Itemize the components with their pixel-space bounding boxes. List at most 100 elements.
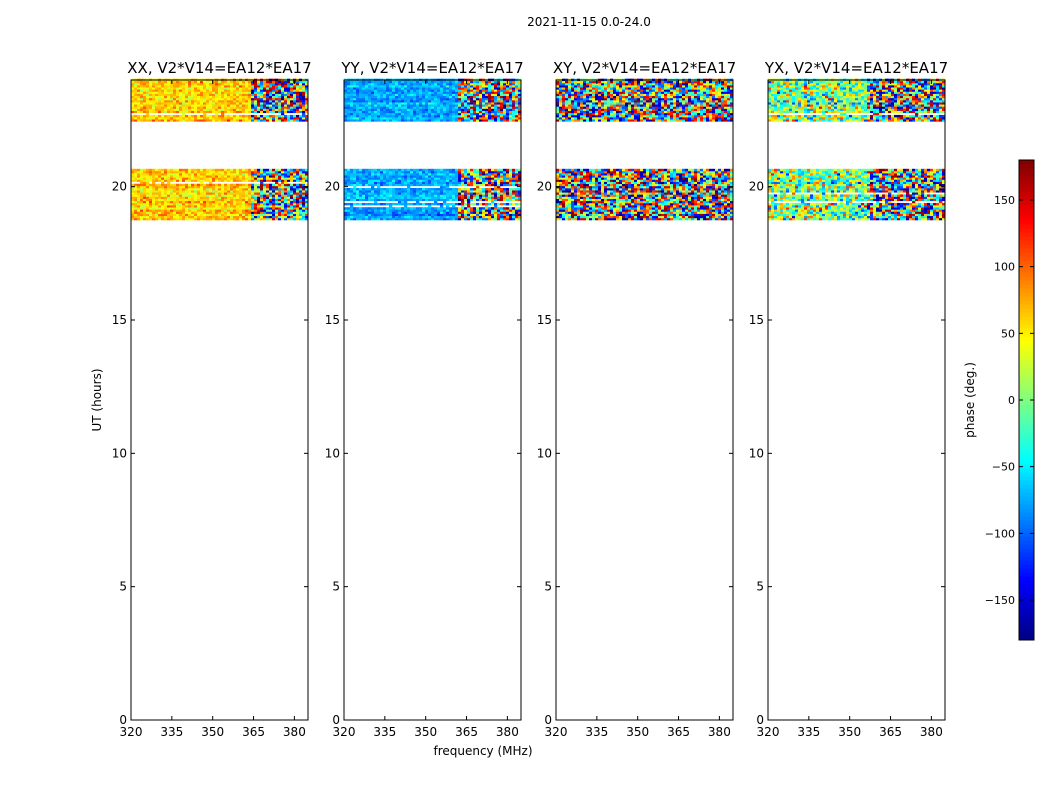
heatmap-cell — [458, 173, 462, 176]
heatmap-cell — [293, 177, 297, 180]
heatmap-cell — [143, 190, 147, 193]
heatmap-cell — [404, 85, 408, 88]
heatmap-cell — [203, 185, 207, 189]
heatmap-cell — [467, 175, 471, 178]
heatmap-cell — [365, 198, 369, 202]
heatmap-cell — [497, 82, 501, 86]
heatmap-cell — [452, 110, 456, 114]
heatmap-cell — [233, 108, 237, 111]
heatmap-cell — [383, 87, 387, 90]
heatmap-cell — [275, 213, 279, 217]
heatmap-cell — [305, 200, 309, 204]
heatmap-cell — [470, 82, 474, 86]
heatmap-cell — [140, 114, 144, 118]
heatmap-cell — [290, 198, 294, 202]
heatmap-cell — [350, 198, 354, 202]
heatmap-cell — [461, 89, 465, 92]
heatmap-cell — [275, 100, 279, 103]
heatmap-cell — [509, 102, 513, 105]
heatmap-cell — [272, 173, 276, 176]
heatmap-cell — [290, 93, 294, 97]
heatmap-cell — [140, 106, 144, 109]
heatmap-cell — [188, 217, 192, 221]
heatmap-cell — [440, 87, 444, 90]
heatmap-cell — [434, 110, 438, 114]
heatmap-cell — [209, 196, 213, 199]
heatmap-cell — [428, 106, 432, 109]
heatmap-cell — [416, 87, 420, 90]
heatmap-cell — [503, 93, 507, 97]
heatmap-cell — [380, 175, 384, 178]
heatmap-cell — [407, 173, 411, 176]
heatmap-cell — [272, 102, 276, 105]
heatmap-cell — [275, 196, 279, 199]
heatmap-cell — [155, 173, 159, 176]
heatmap-cell — [401, 217, 405, 221]
heatmap-cell — [152, 179, 156, 182]
heatmap-cell — [281, 80, 285, 84]
heatmap-cell — [368, 85, 372, 88]
heatmap-cell — [290, 80, 294, 84]
heatmap-cell — [224, 196, 228, 199]
heatmap-cell — [413, 181, 417, 185]
heatmap-cell — [182, 196, 186, 199]
heatmap-cell — [224, 177, 228, 180]
heatmap-cell — [413, 106, 417, 109]
heatmap-cell — [269, 194, 273, 197]
heatmap-cell — [476, 82, 480, 86]
heatmap-cell — [461, 119, 465, 122]
heatmap-cell — [437, 97, 441, 101]
heatmap-cell — [260, 205, 264, 208]
heatmap-cell — [266, 211, 270, 214]
heatmap-cell — [350, 188, 354, 191]
heatmap-cell — [233, 200, 237, 204]
heatmap-cell — [179, 80, 183, 84]
heatmap-cell — [146, 198, 150, 202]
heatmap-cell — [482, 179, 486, 182]
heatmap-cell — [371, 188, 375, 191]
heatmap-cell — [284, 104, 288, 107]
heatmap-cell — [230, 194, 234, 197]
heatmap-cell — [407, 181, 411, 185]
heatmap-cell — [152, 207, 156, 210]
heatmap-cell — [455, 173, 459, 176]
heatmap-cell — [449, 215, 453, 219]
heatmap-cell — [425, 190, 429, 193]
heatmap-cell — [140, 170, 144, 174]
heatmap-cell — [389, 80, 393, 84]
heatmap-cell — [224, 205, 228, 208]
heatmap-cell — [404, 104, 408, 107]
heatmap-cell — [431, 183, 435, 187]
heatmap-cell — [365, 181, 369, 185]
heatmap-cell — [491, 202, 495, 206]
heatmap-cell — [416, 89, 420, 92]
heatmap-cell — [383, 112, 387, 116]
heatmap-cell — [398, 82, 402, 86]
heatmap-cell — [422, 100, 426, 103]
heatmap-cell — [470, 85, 474, 88]
heatmap-cell — [407, 119, 411, 122]
heatmap-cell — [191, 207, 195, 210]
heatmap-cell — [509, 202, 513, 206]
heatmap-cell — [491, 207, 495, 210]
heatmap-cell — [143, 192, 147, 195]
heatmap-cell — [374, 117, 378, 120]
heatmap-cell — [470, 190, 474, 193]
heatmap-cell — [299, 217, 303, 221]
heatmap-cell — [512, 117, 516, 120]
heatmap-cell — [362, 217, 366, 221]
heatmap-cell — [506, 114, 510, 118]
heatmap-cell — [170, 168, 174, 172]
heatmap-cell — [215, 119, 219, 122]
heatmap-cell — [167, 207, 171, 210]
heatmap-cell — [275, 87, 279, 90]
heatmap-cell — [224, 217, 228, 221]
heatmap-cell — [356, 183, 360, 187]
heatmap-cell — [284, 117, 288, 120]
heatmap-cell — [398, 179, 402, 182]
heatmap-cell — [239, 192, 243, 195]
heatmap-cell — [503, 183, 507, 187]
heatmap-cell — [173, 179, 177, 182]
heatmap-cell — [182, 170, 186, 174]
heatmap-cell — [224, 110, 228, 114]
